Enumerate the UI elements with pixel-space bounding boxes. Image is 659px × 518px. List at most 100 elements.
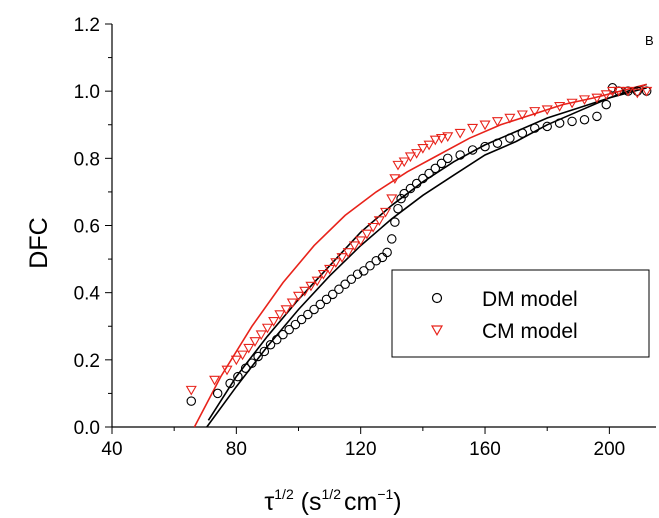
data-point xyxy=(346,274,357,284)
data-point xyxy=(396,193,406,204)
data-point xyxy=(389,174,401,184)
data-point xyxy=(253,351,263,362)
legend-label: CM model xyxy=(482,320,578,343)
data-point xyxy=(278,329,288,340)
data-point xyxy=(405,183,416,194)
data-point xyxy=(342,248,354,258)
data-point xyxy=(592,111,602,122)
data-point xyxy=(359,266,369,276)
data-point xyxy=(516,110,528,121)
data-point xyxy=(411,178,422,189)
data-point xyxy=(505,133,515,143)
data-point xyxy=(429,135,441,146)
data-point xyxy=(442,132,454,142)
legend-label: DM model xyxy=(482,288,578,311)
data-point xyxy=(185,385,197,396)
data-point xyxy=(423,140,435,151)
data-point xyxy=(225,378,235,389)
data-point xyxy=(355,236,367,247)
data-point xyxy=(348,241,361,252)
x-tick-label: 80 xyxy=(226,439,247,460)
data-point xyxy=(418,173,428,184)
fit-curve-2 xyxy=(207,87,647,421)
data-point xyxy=(309,304,319,315)
data-point xyxy=(613,86,625,97)
y-tick-label: 0.0 xyxy=(74,418,100,439)
legend: DM model CM model xyxy=(391,269,650,358)
legend-box xyxy=(391,269,650,358)
data-point xyxy=(233,371,243,382)
data-point xyxy=(393,203,403,214)
x-tick-label: 40 xyxy=(101,439,122,460)
data-point xyxy=(591,93,603,104)
data-point xyxy=(373,216,385,226)
data-point xyxy=(424,168,434,179)
data-point xyxy=(330,258,342,268)
data-point xyxy=(606,86,619,97)
data-point xyxy=(541,105,553,116)
data-point xyxy=(299,286,311,297)
data-point xyxy=(390,217,400,227)
series-cm xyxy=(185,86,653,396)
axes: 40 80 120 160 200 0.0 0.2 0.4 0.6 0.8 1.0 1.2 xyxy=(74,15,656,460)
data-point xyxy=(247,358,257,368)
x-axis-title-sup3: −1 xyxy=(377,486,393,502)
data-point xyxy=(296,314,307,325)
y-tick-label: 1.2 xyxy=(74,15,100,36)
data-point xyxy=(265,339,276,350)
data-point xyxy=(317,269,329,280)
fit-curve-3 xyxy=(193,83,647,428)
data-point xyxy=(455,150,465,160)
data-point xyxy=(365,261,375,271)
data-point xyxy=(380,207,392,218)
data-point xyxy=(492,138,503,148)
plot-marks xyxy=(185,83,653,428)
data-point xyxy=(631,88,643,99)
data-point xyxy=(579,114,590,125)
x-axis-title: τ1/2 (s1/2 cm−1) xyxy=(264,486,401,516)
data-point xyxy=(530,123,540,133)
data-point xyxy=(517,128,528,138)
data-point xyxy=(237,350,249,361)
data-point xyxy=(272,334,282,345)
legend-marker-dm xyxy=(431,292,443,304)
fit-curve-1 xyxy=(206,83,647,428)
data-point xyxy=(554,118,565,128)
x-axis-title-unit: cm xyxy=(344,488,377,516)
y-tick-label: 0.6 xyxy=(74,217,100,238)
data-point xyxy=(399,188,409,199)
data-point xyxy=(336,253,348,263)
data-point xyxy=(386,194,398,205)
x-axis-title-open: (s xyxy=(294,488,322,516)
data-point xyxy=(554,102,566,112)
data-point xyxy=(542,121,552,132)
data-point xyxy=(280,305,292,315)
x-axis-title-sup2: 1/2 xyxy=(322,486,342,502)
data-point xyxy=(480,141,490,152)
y-tick-label: 0.8 xyxy=(74,149,100,170)
data-point xyxy=(243,343,255,354)
data-point xyxy=(578,95,591,106)
data-point xyxy=(467,145,478,155)
data-point xyxy=(327,289,338,300)
data-point xyxy=(382,247,392,258)
data-point xyxy=(467,123,479,134)
data-point xyxy=(230,355,242,366)
data-point xyxy=(454,128,466,139)
data-point xyxy=(641,86,653,97)
x-tick-label: 200 xyxy=(594,439,626,460)
data-point xyxy=(284,324,294,335)
data-point xyxy=(240,363,251,373)
data-point xyxy=(417,144,429,154)
data-point xyxy=(340,279,350,290)
data-point xyxy=(292,291,305,302)
data-point xyxy=(529,107,541,117)
data-point xyxy=(268,316,280,327)
data-point xyxy=(567,116,577,127)
data-point xyxy=(622,86,634,97)
y-tick-label: 0.2 xyxy=(74,351,100,372)
data-point xyxy=(290,319,301,330)
y-tick-label: 0.4 xyxy=(74,284,101,305)
data-point xyxy=(255,330,267,341)
